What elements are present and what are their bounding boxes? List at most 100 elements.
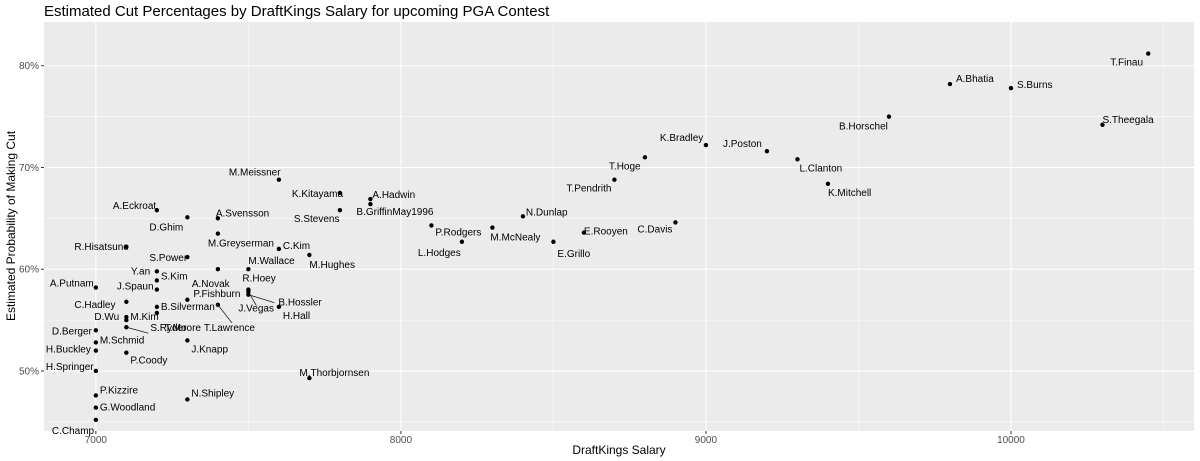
- data-point: [1146, 51, 1151, 56]
- data-point: [459, 239, 465, 244]
- point-label: K.Kitayama: [292, 189, 344, 200]
- point-label: M.Hughes: [309, 260, 355, 271]
- data-point: [276, 304, 282, 310]
- minor-gridlines: [44, 22, 1194, 431]
- data-point: [154, 287, 160, 292]
- data-point: [124, 350, 129, 355]
- leader-line: [217, 304, 233, 324]
- data-point: [185, 254, 190, 260]
- point-label: A.Putnam: [50, 279, 94, 290]
- data-point: [93, 405, 99, 410]
- point-label: A.Bhatia: [956, 74, 994, 85]
- point-label: M.Wallace: [248, 256, 295, 267]
- point-label: T.Moore: [165, 323, 202, 334]
- data-point: [124, 317, 129, 323]
- point-label: D.Wu: [94, 312, 119, 323]
- point-label: M.Meissner: [229, 168, 281, 179]
- data-point: [93, 340, 99, 345]
- data-point: [154, 208, 160, 213]
- data-point: [154, 278, 160, 283]
- data-point: [490, 225, 495, 230]
- point-label: E.Rooyen: [584, 227, 628, 238]
- point-label: M.Schmid: [100, 335, 144, 346]
- data-point: [93, 368, 99, 374]
- data-point: [642, 155, 648, 160]
- point-label: M.McNealy: [490, 233, 540, 244]
- point-label: A.Eckroat: [113, 201, 157, 212]
- leader-line: [248, 294, 275, 304]
- data-point: [93, 328, 99, 333]
- point-label: M.Thorbjornsen: [299, 368, 369, 379]
- data-point: [154, 304, 160, 310]
- data-point: [93, 348, 99, 353]
- point-label: J.Knapp: [191, 344, 228, 355]
- data-point: [246, 292, 251, 297]
- point-label: T.Lawrence: [204, 323, 256, 334]
- point-label: D.Berger: [52, 326, 93, 337]
- data-points: [93, 51, 1151, 423]
- data-point: [185, 397, 190, 402]
- y-tick-label: 50%: [19, 366, 39, 377]
- point-label: H.Hall: [283, 311, 310, 322]
- data-point: [124, 325, 129, 330]
- data-point: [215, 302, 221, 308]
- point-label: A.Novak: [192, 279, 231, 290]
- data-point: [886, 114, 892, 119]
- data-point: [246, 267, 251, 272]
- y-tick-label: 60%: [19, 265, 39, 276]
- point-label: S.Power: [149, 253, 187, 264]
- point-label: P.Rodgers: [435, 227, 481, 238]
- leader-line: [126, 326, 149, 334]
- data-point: [368, 201, 373, 207]
- data-point: [429, 223, 434, 228]
- data-point: [368, 196, 373, 202]
- point-label: S.Burns: [1017, 80, 1053, 91]
- point-label: P.Coody: [130, 356, 167, 367]
- major-gridlines: [44, 22, 1194, 431]
- data-point: [276, 177, 282, 182]
- x-tick-label: 7000: [85, 435, 108, 446]
- data-point: [825, 181, 831, 186]
- point-label: N.Shipley: [191, 388, 234, 399]
- data-point: [154, 269, 160, 274]
- data-point: [337, 190, 343, 196]
- point-label: S.Kim: [161, 271, 188, 282]
- y-axis-ticks: 50% 60% 70% 80%: [19, 61, 44, 377]
- x-tick-label: 9000: [695, 435, 718, 446]
- point-label: B.Hossler: [278, 298, 322, 309]
- point-label: L.Clanton: [799, 163, 842, 174]
- data-point: [947, 81, 953, 87]
- point-label: A.Svensson: [216, 208, 269, 219]
- y-axis-title: Estimated Probability of Making Cut: [4, 130, 18, 321]
- point-label: R.Hisatsune: [74, 242, 129, 253]
- data-point: [1100, 122, 1105, 127]
- data-point: [93, 417, 99, 423]
- point-label: C.Davis: [637, 224, 672, 235]
- data-point: [581, 230, 587, 235]
- data-point: [124, 244, 129, 250]
- point-label: A.Hadwin: [372, 190, 415, 201]
- data-point: [215, 231, 221, 236]
- data-point: [93, 393, 99, 398]
- x-tick-label: 10000: [997, 435, 1025, 446]
- point-label: H.Springer: [46, 362, 94, 373]
- point-label: K.Mitchell: [828, 188, 871, 199]
- point-label: B.Silverman: [161, 302, 215, 313]
- x-axis-title: DraftKings Salary: [572, 443, 665, 457]
- point-label: M.Greyserman: [208, 239, 274, 250]
- data-point: [795, 157, 800, 162]
- data-point: [703, 142, 709, 148]
- data-point: [307, 252, 312, 258]
- data-point: [1008, 85, 1014, 91]
- point-label: T.Pendrith: [566, 184, 611, 195]
- point-label: K.Bradley: [660, 133, 703, 144]
- data-point: [93, 285, 99, 290]
- data-point: [612, 177, 617, 182]
- point-label: S.Theegala: [1102, 115, 1154, 126]
- point-label: T.Hoge: [609, 161, 641, 172]
- point-label: L.Hodges: [418, 248, 461, 259]
- data-point: [185, 338, 190, 343]
- data-point: [124, 314, 129, 320]
- data-point: [154, 310, 160, 316]
